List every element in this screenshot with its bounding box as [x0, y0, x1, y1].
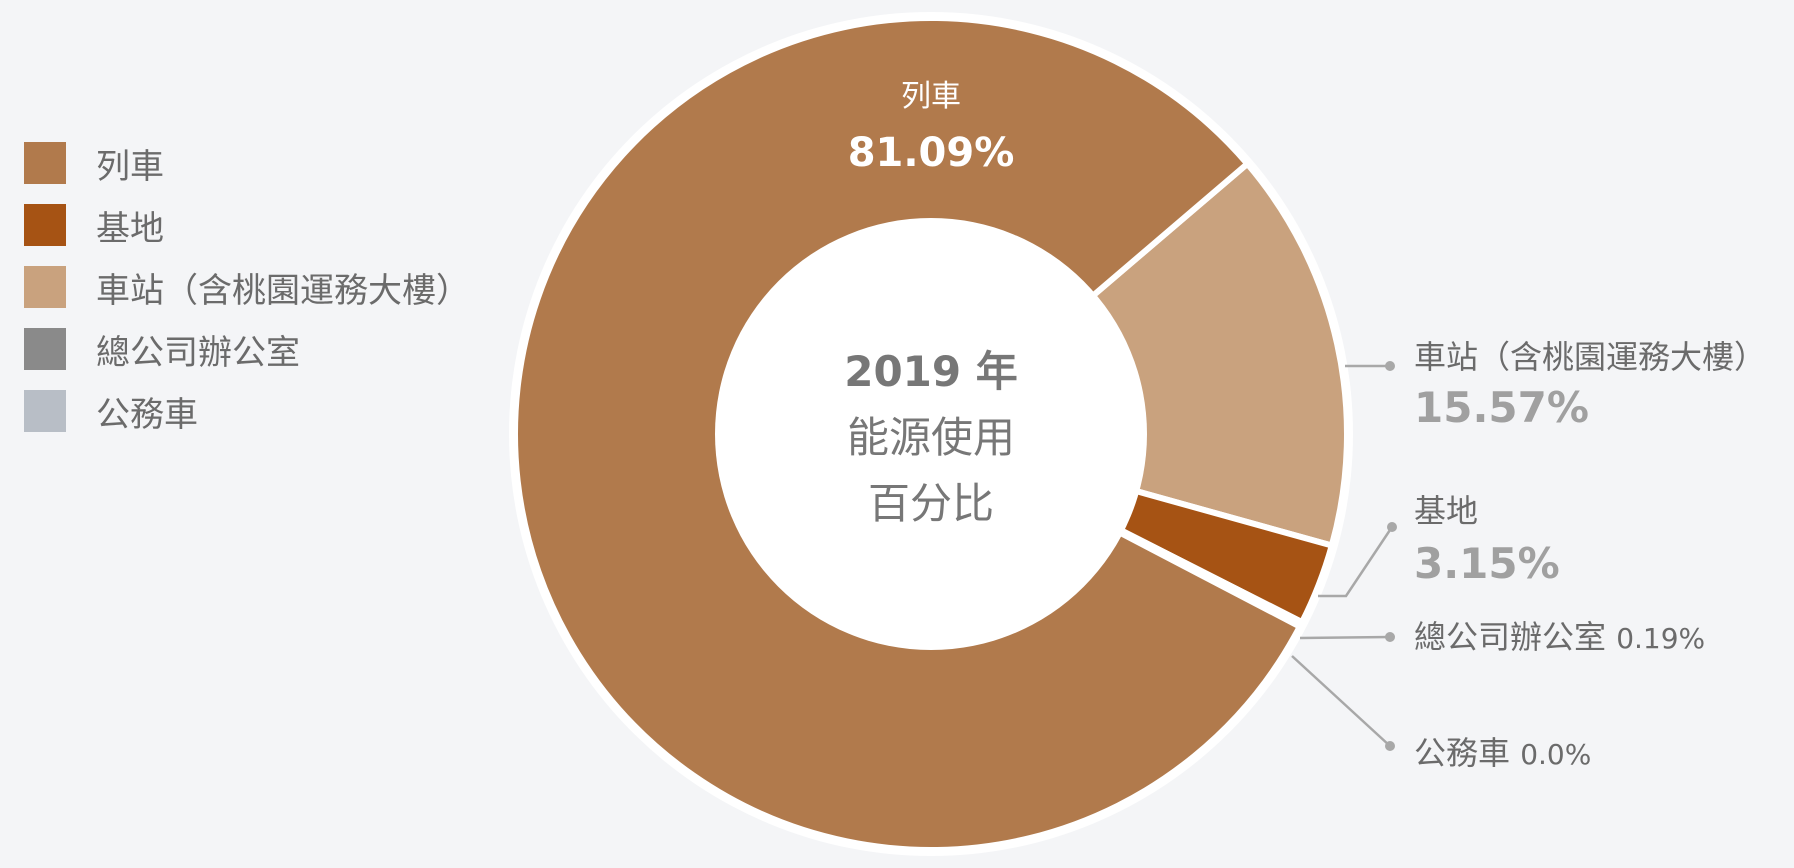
slice-label-name: 列車: [901, 79, 961, 114]
leader-dot: [1385, 741, 1395, 751]
slice-label-name: 總公司辦公室 0.19%: [1414, 618, 1705, 656]
legend-swatch: [24, 204, 66, 246]
leader-line: [1318, 526, 1394, 598]
legend-swatch: [24, 390, 66, 432]
legend-label: 列車: [96, 146, 164, 187]
center-label-line: 2019 年: [844, 347, 1018, 396]
slice-label-value: 0.0%: [1520, 738, 1591, 771]
legend-swatch: [24, 266, 66, 308]
center-label-line: 百分比: [868, 479, 994, 528]
legend-item: 總公司辦公室: [24, 318, 470, 380]
leader-line: [1291, 655, 1391, 747]
legend-item: 列車: [24, 132, 470, 194]
legend-swatch: [24, 142, 66, 184]
slice-label-name: 車站（含桃園運務大樓）: [1414, 338, 1766, 376]
legend-swatch: [24, 328, 66, 370]
slice-label-name: 公務車 0.0%: [1414, 734, 1591, 772]
donut-hole: [715, 218, 1147, 650]
legend-label: 車站（含桃園運務大樓）: [96, 270, 470, 311]
slice-label-name: 基地: [1414, 492, 1478, 530]
leader-dot: [1385, 361, 1395, 371]
slice-label-value: 0.19%: [1616, 622, 1705, 655]
legend-item: 公務車: [24, 380, 470, 442]
slice-label-value: 81.09%: [848, 130, 1015, 176]
leader-line: [1299, 635, 1391, 640]
legend-item: 基地: [24, 194, 470, 256]
legend-label: 總公司辦公室: [96, 332, 300, 373]
slice-label-value: 15.57%: [1414, 383, 1589, 432]
legend: 列車基地車站（含桃園運務大樓） 總公司辦公室 公務車: [24, 132, 470, 442]
leader-dot: [1387, 522, 1397, 532]
leader-lines: [1291, 361, 1397, 751]
legend-label: 公務車: [96, 394, 198, 435]
legend-item: 車站（含桃園運務大樓）: [24, 256, 470, 318]
slice-label-value: 3.15%: [1414, 539, 1560, 588]
leader-dot: [1385, 632, 1395, 642]
legend-label: 基地: [96, 208, 164, 249]
slice-labels: 列車 81.09% 車站（含桃園運務大樓） 15.57% 基地 3.15% 總公司辦公室 0…: [848, 79, 1766, 772]
center-label-line: 能源使用: [847, 413, 1015, 462]
